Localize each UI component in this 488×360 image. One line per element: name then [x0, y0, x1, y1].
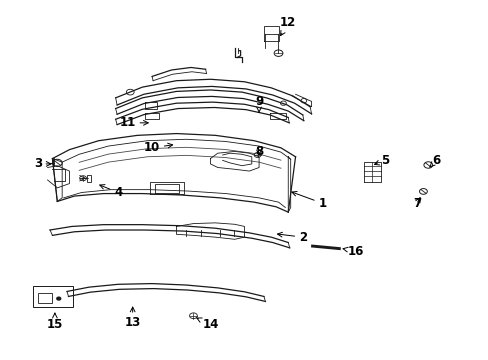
Text: 12: 12 [280, 16, 296, 36]
Text: 6: 6 [429, 154, 440, 167]
Text: 15: 15 [46, 313, 63, 331]
Text: 5: 5 [374, 154, 389, 167]
Bar [38, 293, 52, 303]
Text: 10: 10 [143, 141, 172, 154]
Text: 9: 9 [254, 95, 263, 112]
Circle shape [57, 297, 61, 300]
Text: 1: 1 [291, 192, 325, 210]
Text: 7: 7 [412, 197, 420, 210]
Bar [33, 286, 73, 307]
Text: 8: 8 [254, 145, 263, 158]
Text: 16: 16 [343, 245, 364, 258]
Text: 13: 13 [124, 307, 141, 329]
Text: 2: 2 [277, 231, 306, 244]
Text: 14: 14 [197, 318, 218, 331]
Bar [87, 175, 91, 182]
Text: 3: 3 [34, 157, 51, 170]
Text: 11: 11 [120, 116, 148, 129]
Text: 4: 4 [100, 185, 122, 199]
